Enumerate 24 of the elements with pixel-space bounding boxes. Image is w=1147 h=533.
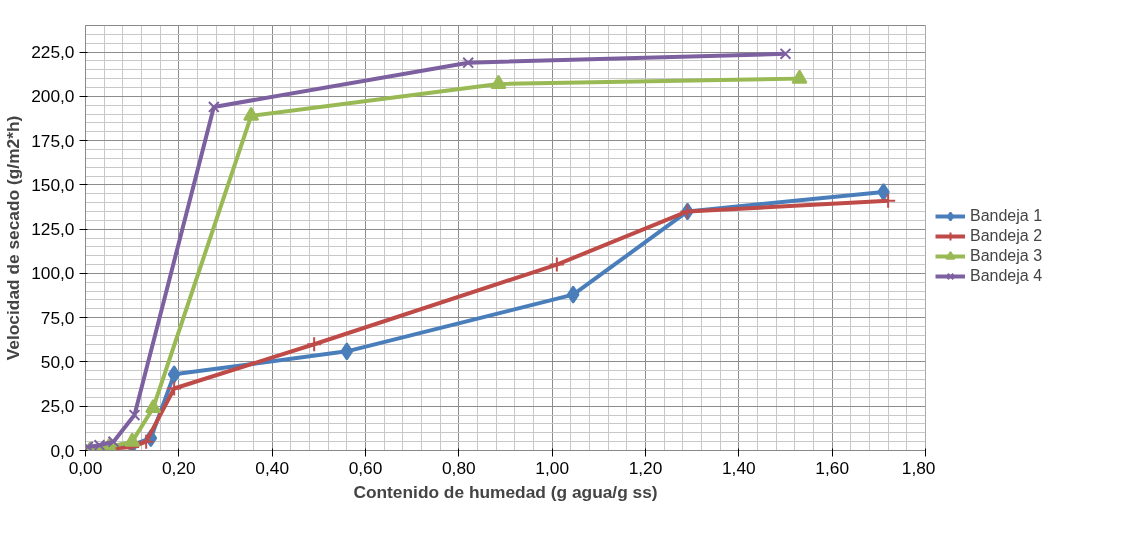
y-tick-label: 225,0 xyxy=(31,42,75,63)
x-tick-label: 1,40 xyxy=(721,457,756,478)
y-tick-label: 150,0 xyxy=(31,174,75,195)
legend-label: Bandeja 4 xyxy=(970,266,1043,285)
x-tick-label: 1,80 xyxy=(901,457,936,478)
x-axis-title: Contenido de humedad (g agua/g ss) xyxy=(353,481,658,502)
legend-label: Bandeja 1 xyxy=(970,206,1043,225)
y-tick-label: 50,0 xyxy=(40,351,75,372)
x-tick-label: 1,60 xyxy=(815,457,850,478)
x-tick-label: 0,60 xyxy=(348,457,383,478)
x-tick-label: 0,80 xyxy=(441,457,476,478)
x-tick-label: 1,00 xyxy=(535,457,570,478)
x-tick-label: 0,20 xyxy=(161,457,196,478)
y-tick-label: 125,0 xyxy=(31,219,75,240)
y-tick-label: 100,0 xyxy=(31,263,75,284)
legend-label: Bandeja 2 xyxy=(970,226,1043,245)
x-tick-label: 1,20 xyxy=(628,457,663,478)
y-tick-label: 75,0 xyxy=(40,307,75,328)
x-tick-label: 0,40 xyxy=(255,457,290,478)
y-tick-label: 200,0 xyxy=(31,86,75,107)
y-tick-label: 25,0 xyxy=(40,396,75,417)
legend-label: Bandeja 3 xyxy=(970,246,1043,265)
y-axis-title: Velocidad de secado (g/m2*h) xyxy=(3,115,24,361)
y-tick-label: 175,0 xyxy=(31,130,75,151)
